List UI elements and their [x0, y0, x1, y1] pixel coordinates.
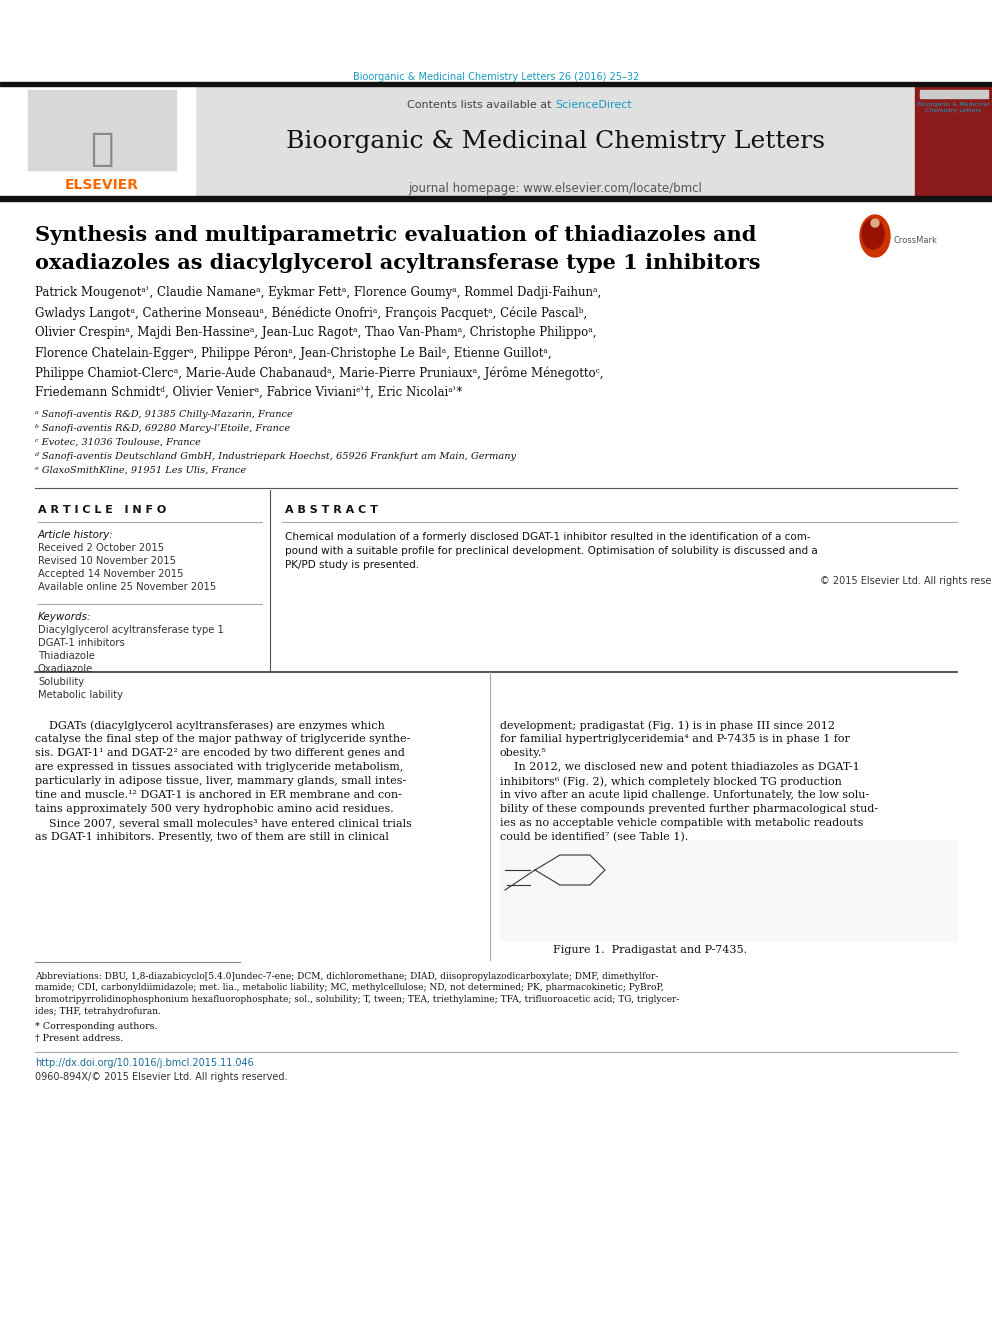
Ellipse shape — [862, 220, 884, 249]
Text: obesity.⁵: obesity.⁵ — [500, 747, 547, 758]
Text: bromotripyrrolidinophosphonium hexafluorophosphate; sol., solubility; T, tween; : bromotripyrrolidinophosphonium hexafluor… — [35, 995, 680, 1004]
Text: in vivo after an acute lipid challenge. Unfortunately, the low solu-: in vivo after an acute lipid challenge. … — [500, 790, 869, 800]
Bar — [920, 90, 988, 98]
Text: A R T I C L E   I N F O: A R T I C L E I N F O — [38, 505, 167, 515]
Text: ies as no acceptable vehicle compatible with metabolic readouts: ies as no acceptable vehicle compatible … — [500, 818, 863, 828]
Text: sis. DGAT-1¹ and DGAT-2² are encoded by two different genes and: sis. DGAT-1¹ and DGAT-2² are encoded by … — [35, 747, 405, 758]
Text: ᶜ Evotec, 31036 Toulouse, France: ᶜ Evotec, 31036 Toulouse, France — [35, 438, 200, 447]
Text: development; pradigastat (Fig. 1) is in phase III since 2012: development; pradigastat (Fig. 1) is in … — [500, 720, 835, 730]
Text: Bioorganic & Medicinal
Chemistry Letters: Bioorganic & Medicinal Chemistry Letters — [917, 102, 989, 112]
Text: tains approximately 500 very hydrophobic amino acid residues.: tains approximately 500 very hydrophobic… — [35, 804, 394, 814]
Text: Thiadiazole: Thiadiazole — [38, 651, 95, 662]
Text: Article history:: Article history: — [38, 531, 114, 540]
Text: could be identified⁷ (see Table 1).: could be identified⁷ (see Table 1). — [500, 832, 688, 843]
Text: inhibitors⁶ (Fig. 2), which completely blocked TG production: inhibitors⁶ (Fig. 2), which completely b… — [500, 777, 842, 787]
Text: ides; THF, tetrahydrofuran.: ides; THF, tetrahydrofuran. — [35, 1007, 161, 1016]
Text: CrossMark: CrossMark — [893, 235, 936, 245]
Text: Oxadiazole: Oxadiazole — [38, 664, 93, 673]
Text: 🌳: 🌳 — [90, 130, 114, 168]
Text: Solubility: Solubility — [38, 677, 84, 687]
Text: Olivier Crespinᵃ, Majdi Ben-Hassineᵃ, Jean-Luc Ragotᵃ, Thao Van-Phamᵃ, Christoph: Olivier Crespinᵃ, Majdi Ben-Hassineᵃ, Je… — [35, 325, 596, 339]
Text: journal homepage: www.elsevier.com/locate/bmcl: journal homepage: www.elsevier.com/locat… — [408, 183, 702, 194]
Text: DGATs (diacylglycerol acyltransferases) are enzymes which: DGATs (diacylglycerol acyltransferases) … — [35, 720, 385, 730]
Text: Florence Chatelain-Eggerᵃ, Philippe Péronᵃ, Jean-Christophe Le Bailᵃ, Etienne Gu: Florence Chatelain-Eggerᵃ, Philippe Péro… — [35, 347, 552, 360]
Bar — [915, 86, 992, 196]
Bar — [28, 90, 176, 169]
Text: catalyse the final step of the major pathway of triglyceride synthe-: catalyse the final step of the major pat… — [35, 734, 411, 744]
Text: for familial hypertriglyceridemia⁴ and P-7435 is in phase 1 for: for familial hypertriglyceridemia⁴ and P… — [500, 734, 850, 744]
Text: Gwladys Langotᵃ, Catherine Monseauᵃ, Bénédicte Onofriᵃ, François Pacquetᵃ, Cécil: Gwladys Langotᵃ, Catherine Monseauᵃ, Bén… — [35, 306, 587, 319]
Bar — [500, 840, 957, 941]
Text: Friedemann Schmidtᵈ, Olivier Venierᵃ, Fabrice Vivianiᵉʾ†, Eric Nicolaiᵃʾ*: Friedemann Schmidtᵈ, Olivier Venierᵃ, Fa… — [35, 386, 462, 400]
Ellipse shape — [871, 220, 879, 228]
Text: Philippe Chamiot-Clercᵃ, Marie-Aude Chabanaudᵃ, Marie-Pierre Pruniauxᵃ, Jérôme M: Philippe Chamiot-Clercᵃ, Marie-Aude Chab… — [35, 366, 603, 380]
Text: Available online 25 November 2015: Available online 25 November 2015 — [38, 582, 216, 591]
Text: Diacylglycerol acyltransferase type 1: Diacylglycerol acyltransferase type 1 — [38, 624, 224, 635]
Bar — [0, 196, 992, 201]
Text: Synthesis and multiparametric evaluation of thiadiazoles and: Synthesis and multiparametric evaluation… — [35, 225, 756, 245]
Text: oxadiazoles as diacylglycerol acyltransferase type 1 inhibitors: oxadiazoles as diacylglycerol acyltransf… — [35, 253, 761, 273]
Text: PK/PD study is presented.: PK/PD study is presented. — [285, 560, 420, 570]
Text: In 2012, we disclosed new and potent thiadiazoles as DGAT-1: In 2012, we disclosed new and potent thi… — [500, 762, 860, 773]
Bar — [0, 82, 992, 86]
Text: http://dx.doi.org/10.1016/j.bmcl.2015.11.046: http://dx.doi.org/10.1016/j.bmcl.2015.11… — [35, 1058, 254, 1068]
Text: Revised 10 November 2015: Revised 10 November 2015 — [38, 556, 176, 566]
Text: Contents lists available at: Contents lists available at — [407, 101, 555, 110]
Text: ᵇ Sanofi-aventis R&D, 69280 Marcy-l’Etoile, France: ᵇ Sanofi-aventis R&D, 69280 Marcy-l’Etoi… — [35, 423, 290, 433]
Bar — [195, 86, 915, 196]
Text: © 2015 Elsevier Ltd. All rights reserved.: © 2015 Elsevier Ltd. All rights reserved… — [820, 576, 992, 586]
Text: tine and muscle.¹² DGAT-1 is anchored in ER membrane and con-: tine and muscle.¹² DGAT-1 is anchored in… — [35, 790, 402, 800]
Text: Bioorganic & Medicinal Chemistry Letters 26 (2016) 25–32: Bioorganic & Medicinal Chemistry Letters… — [353, 71, 639, 82]
Text: Received 2 October 2015: Received 2 October 2015 — [38, 542, 164, 553]
Text: 0960-894X/© 2015 Elsevier Ltd. All rights reserved.: 0960-894X/© 2015 Elsevier Ltd. All right… — [35, 1072, 288, 1082]
Text: mamide; CDI, carbonyldiimidazole; met. lia., metabolic liability; MC, methylcell: mamide; CDI, carbonyldiimidazole; met. l… — [35, 983, 664, 992]
Text: Keywords:: Keywords: — [38, 613, 91, 622]
Text: bility of these compounds prevented further pharmacological stud-: bility of these compounds prevented furt… — [500, 804, 878, 814]
Text: as DGAT-1 inhibitors. Presently, two of them are still in clinical: as DGAT-1 inhibitors. Presently, two of … — [35, 832, 389, 841]
Text: A B S T R A C T: A B S T R A C T — [285, 505, 378, 515]
Ellipse shape — [860, 216, 890, 257]
Text: ᵈ Sanofi-aventis Deutschland GmbH, Industriepark Hoechst, 65926 Frankfurt am Mai: ᵈ Sanofi-aventis Deutschland GmbH, Indus… — [35, 452, 516, 460]
Text: Chemical modulation of a formerly disclosed DGAT-1 inhibitor resulted in the ide: Chemical modulation of a formerly disclo… — [285, 532, 810, 542]
Text: Bioorganic & Medicinal Chemistry Letters: Bioorganic & Medicinal Chemistry Letters — [286, 130, 824, 153]
Text: Metabolic lability: Metabolic lability — [38, 691, 123, 700]
Text: ScienceDirect: ScienceDirect — [555, 101, 632, 110]
Text: ᵃ Sanofi-aventis R&D, 91385 Chilly-Mazarin, France: ᵃ Sanofi-aventis R&D, 91385 Chilly-Mazar… — [35, 410, 293, 419]
Text: pound with a suitable profile for preclinical development. Optimisation of solub: pound with a suitable profile for precli… — [285, 546, 817, 556]
Text: Abbreviations: DBU, 1,8-diazabicyclo[5.4.0]undec-7-ene; DCM, dichloromethane; DI: Abbreviations: DBU, 1,8-diazabicyclo[5.4… — [35, 972, 659, 980]
Text: Patrick Mougenotᵃʾ, Claudie Namaneᵃ, Eykmar Fettᵃ, Florence Goumyᵃ, Rommel Dadji: Patrick Mougenotᵃʾ, Claudie Namaneᵃ, Eyk… — [35, 286, 601, 299]
Bar — [0, 86, 195, 196]
Text: are expressed in tissues associated with triglyceride metabolism,: are expressed in tissues associated with… — [35, 762, 404, 773]
Text: † Present address.: † Present address. — [35, 1035, 123, 1043]
Text: ᵉ GlaxoSmithKline, 91951 Les Ulis, France: ᵉ GlaxoSmithKline, 91951 Les Ulis, Franc… — [35, 466, 246, 475]
Text: Figure 1.  Pradigastat and P-7435.: Figure 1. Pradigastat and P-7435. — [553, 945, 747, 955]
Text: * Corresponding authors.: * Corresponding authors. — [35, 1021, 158, 1031]
Text: ELSEVIER: ELSEVIER — [65, 179, 139, 192]
Text: Accepted 14 November 2015: Accepted 14 November 2015 — [38, 569, 184, 579]
Text: Since 2007, several small molecules³ have entered clinical trials: Since 2007, several small molecules³ hav… — [35, 818, 412, 828]
Text: DGAT-1 inhibitors: DGAT-1 inhibitors — [38, 638, 125, 648]
Text: particularly in adipose tissue, liver, mammary glands, small intes-: particularly in adipose tissue, liver, m… — [35, 777, 407, 786]
